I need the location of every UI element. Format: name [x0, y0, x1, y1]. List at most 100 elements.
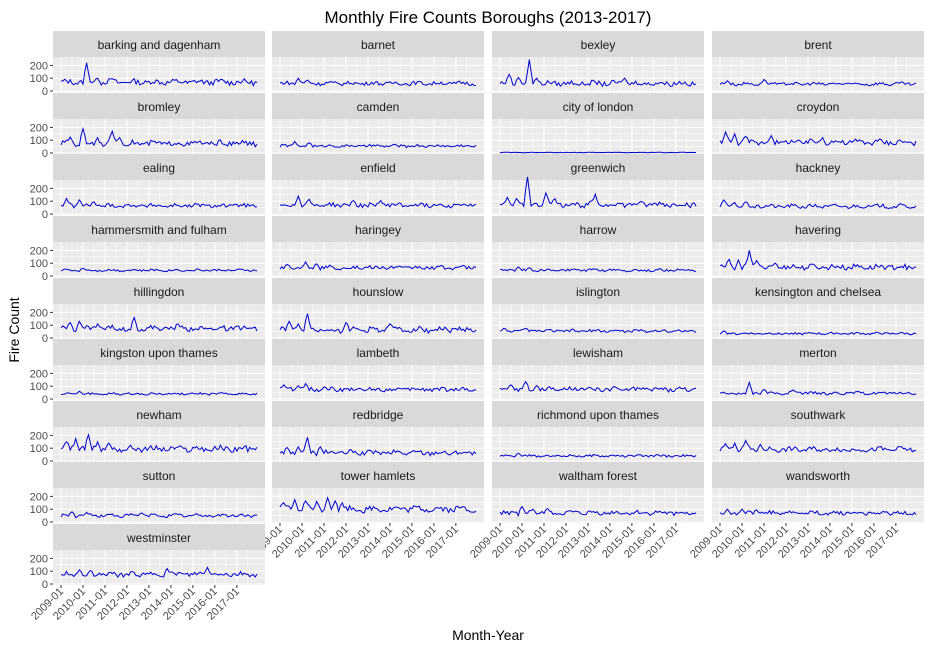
- facet-strip-label: redbridge: [353, 408, 404, 422]
- facet-panel: greenwich: [492, 154, 704, 215]
- facet-strip: [712, 278, 924, 304]
- facet-strip-label: lambeth: [357, 346, 400, 360]
- series-line: [279, 260, 477, 272]
- y-tick-label: 0: [42, 394, 48, 406]
- facet-panel: brent: [712, 31, 924, 92]
- facet-strip: [53, 278, 265, 304]
- facet-strip-label: hounslow: [353, 285, 404, 299]
- facet-strip-label: merton: [799, 346, 836, 360]
- facet-plot-area: [53, 242, 265, 277]
- y-tick-label: 200: [30, 122, 48, 134]
- series-line: [719, 330, 917, 336]
- facet-panel: lambeth: [272, 339, 484, 400]
- facet-strip-label: newham: [136, 408, 181, 422]
- facet-strip: [53, 31, 265, 57]
- facet-strip: [492, 339, 704, 365]
- y-tick-label: 100: [30, 381, 48, 393]
- facet-strip: [492, 31, 704, 57]
- y-tick-label: 0: [42, 333, 48, 345]
- facet-panel: hackney: [712, 154, 924, 215]
- y-tick-label: 0: [42, 456, 48, 468]
- facet-strip: [492, 462, 704, 488]
- series-line: [719, 199, 917, 210]
- y-tick-label: 200: [30, 183, 48, 195]
- facet-strip-label: camden: [357, 100, 400, 114]
- y-tick-label: 200: [30, 553, 48, 565]
- facet-strip: [272, 462, 484, 488]
- facet-strip: [712, 31, 924, 57]
- facet-panel: croydon: [712, 93, 924, 154]
- facet-panel: harrow: [492, 216, 704, 277]
- facet-strip-label: richmond upon thames: [537, 408, 659, 422]
- series-line: [719, 380, 917, 396]
- series-line: [60, 390, 258, 396]
- facet-panel: kensington and chelsea: [712, 278, 924, 339]
- facet-panel: tower hamlets2009-012010-012011-012012-0…: [248, 462, 484, 561]
- facet-strip-label: lewisham: [573, 346, 623, 360]
- facet-panel: enfield: [272, 154, 484, 215]
- facet-strip: [53, 339, 265, 365]
- facet-plot-area: [272, 304, 484, 339]
- facet-strip: [712, 339, 924, 365]
- facet-plot-area: [712, 488, 924, 523]
- y-tick-label: 100: [30, 73, 48, 85]
- facet-panel: southwark: [712, 401, 924, 462]
- facet-plot-area: [53, 427, 265, 462]
- facet-strip-label: haringey: [355, 223, 401, 237]
- facet-strip-label: brent: [804, 38, 832, 52]
- y-tick-label: 100: [30, 258, 48, 270]
- facet-plot-area: [272, 180, 484, 215]
- facet-panel: havering: [712, 216, 924, 277]
- series-line: [60, 566, 258, 579]
- facet-plot-area: [492, 119, 704, 154]
- facet-plot-area: [53, 550, 265, 585]
- y-tick-label: 200: [30, 491, 48, 503]
- facet-strip: [272, 93, 484, 119]
- facet-plot-area: [272, 119, 484, 154]
- facet-strip: [53, 154, 265, 180]
- series-line: [279, 496, 477, 514]
- y-tick-label: 200: [30, 430, 48, 442]
- facet-strip-label: westminster: [126, 531, 191, 545]
- facet-strip: [492, 278, 704, 304]
- series-line: [499, 505, 697, 517]
- y-tick-label: 100: [30, 566, 48, 578]
- y-axis-label: Fire Count: [6, 297, 22, 362]
- series-line: [499, 266, 697, 273]
- y-tick-label: 200: [30, 307, 48, 319]
- facet-strip-label: southwark: [791, 408, 847, 422]
- facet-plot-area: [492, 365, 704, 400]
- y-tick-label: 100: [30, 320, 48, 332]
- facet-strip: [712, 401, 924, 427]
- chart-title: Monthly Fire Counts Boroughs (2013-2017): [325, 8, 652, 27]
- facet-plot-area: [492, 304, 704, 339]
- facet-panel: bexley: [492, 31, 704, 92]
- facet-strip-label: islington: [576, 285, 620, 299]
- facet-panel: merton: [712, 339, 924, 400]
- facet-plot-area: [272, 57, 484, 92]
- series-line: [499, 176, 697, 209]
- facet-panel: lewisham: [492, 339, 704, 400]
- facet-strip-label: barking and dagenham: [98, 38, 221, 52]
- series-line: [60, 433, 258, 454]
- y-tick-label: 0: [42, 271, 48, 283]
- series-line: [60, 511, 257, 519]
- series-line: [719, 439, 917, 453]
- facet-strip: [272, 278, 484, 304]
- facet-strip: [53, 401, 265, 427]
- facet-panel: westminster01002002009-012010-012011-012…: [29, 524, 265, 623]
- facet-strip: [272, 154, 484, 180]
- facet-strip-label: hammersmith and fulham: [91, 223, 226, 237]
- facet-panel: haringey: [272, 216, 484, 277]
- series-line: [60, 126, 258, 148]
- y-tick-label: 200: [30, 245, 48, 257]
- facet-strip-label: wandsworth: [785, 469, 850, 483]
- series-line: [719, 78, 917, 87]
- y-tick-label: 0: [42, 209, 48, 221]
- facet-plot-area: [53, 304, 265, 339]
- y-tick-label: 100: [30, 196, 48, 208]
- facet-strip: [712, 462, 924, 488]
